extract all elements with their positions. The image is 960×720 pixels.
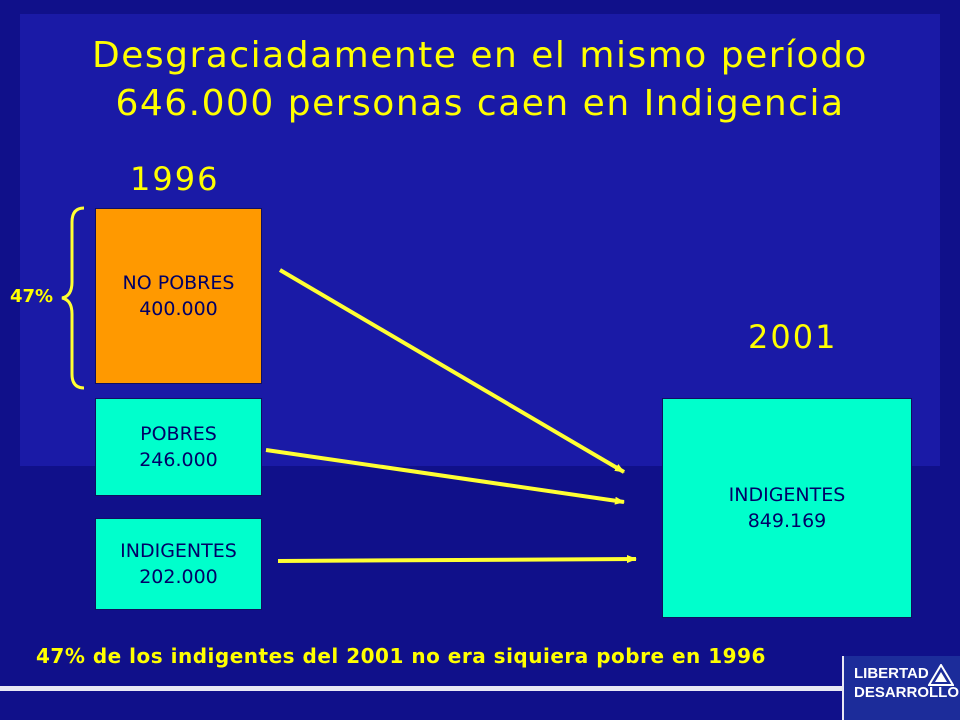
box-indigentes-2001-value: 849.169 <box>747 510 827 532</box>
title-line-2: 646.000 personas caen en Indigencia <box>115 83 845 124</box>
footer-rule <box>0 686 842 691</box>
box-pobres-value: 246.000 <box>139 449 218 471</box>
bracket-percent-label: 47% <box>10 286 54 307</box>
box-indigentes-1996-label: INDIGENTES <box>120 540 237 562</box>
year-1996-label: 1996 <box>130 160 220 198</box>
box-pobres: POBRES 246.000 <box>95 398 262 496</box>
box-no-pobres-value: 400.000 <box>139 298 218 320</box>
box-no-pobres-label: NO POBRES <box>122 272 235 294</box>
triangle-logo-icon <box>928 664 954 686</box>
footnote: 47% de los indigentes del 2001 no era si… <box>36 644 766 668</box>
arrow-pobres <box>265 448 625 505</box>
box-indigentes-1996-value: 202.000 <box>139 566 218 588</box>
box-pobres-label: POBRES <box>140 423 217 445</box>
title-line-1: Desgraciadamente en el mismo período <box>92 35 868 76</box>
box-indigentes-1996: INDIGENTES 202.000 <box>95 518 262 610</box>
logo-line-2: DESARROLLO <box>854 684 959 701</box>
box-indigentes-2001-label: INDIGENTES <box>728 484 846 506</box>
box-indigentes-2001: INDIGENTES 849.169 <box>662 398 912 618</box>
slide-title: Desgraciadamente en el mismo período 646… <box>0 32 960 128</box>
libertad-desarrollo-logo: LIBERTAD DESARROLLO <box>842 656 960 720</box>
arrow-indigentes <box>277 555 637 564</box>
arrow-no-pobres <box>278 268 626 474</box>
bracket-icon <box>61 206 85 390</box>
year-2001-label: 2001 <box>748 318 838 356</box>
box-no-pobres: NO POBRES 400.000 <box>95 208 262 384</box>
logo-line-1: LIBERTAD <box>854 665 929 682</box>
